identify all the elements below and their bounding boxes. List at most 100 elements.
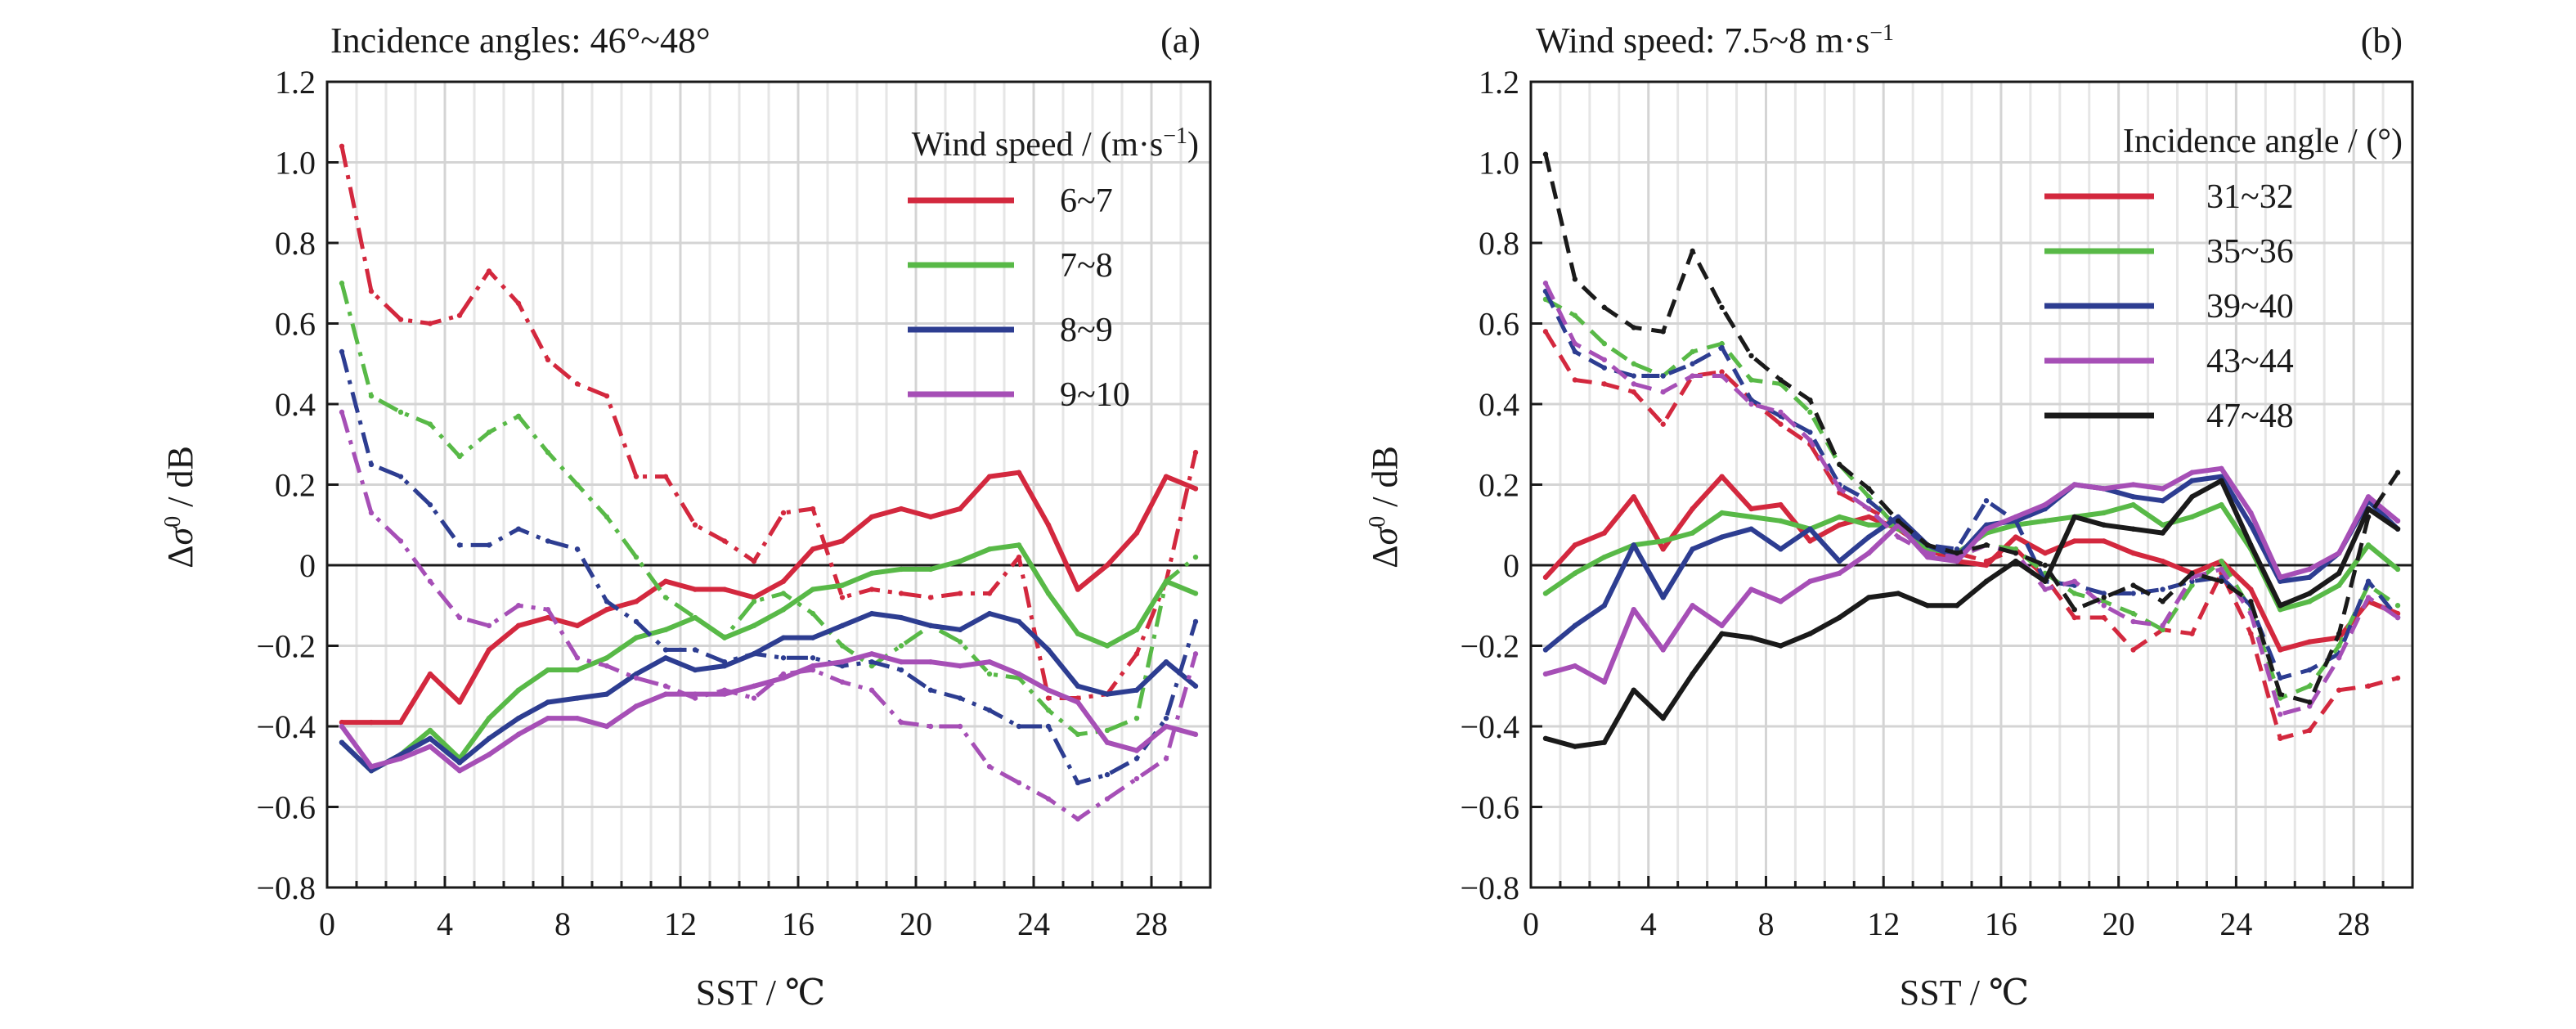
data-point (1807, 631, 1813, 636)
data-point (839, 659, 846, 665)
data-point (1837, 570, 1842, 577)
data-point (1690, 546, 1695, 552)
data-point (1104, 643, 1111, 649)
data-point (1924, 603, 1931, 609)
data-point (1954, 550, 1960, 556)
data-point (1866, 534, 1872, 540)
data-point (339, 719, 345, 726)
data-point (1631, 606, 1636, 613)
data-point (751, 651, 757, 657)
data-point (1807, 578, 1813, 584)
data-point (2278, 647, 2283, 653)
data-point (986, 659, 993, 665)
data-point (868, 610, 875, 617)
data-point (2071, 614, 2077, 621)
data-point (2336, 582, 2342, 588)
data-point (957, 663, 963, 669)
data-point (1631, 325, 1636, 330)
data-point (1837, 522, 1842, 528)
data-point (810, 667, 816, 673)
data-point (427, 578, 433, 584)
data-point (633, 675, 640, 681)
data-point (604, 691, 610, 697)
data-point (1016, 780, 1022, 786)
data-point (1133, 756, 1140, 762)
data-point (2042, 562, 2049, 568)
data-point (780, 671, 787, 677)
data-point (839, 643, 846, 649)
data-point (662, 474, 669, 479)
data-point (2248, 586, 2254, 592)
data-point (2160, 522, 2165, 528)
data-point (2278, 695, 2283, 701)
data-point (780, 591, 787, 596)
data-point (456, 699, 463, 705)
data-point (2394, 470, 2401, 475)
data-point (1542, 574, 1549, 580)
data-point (2365, 506, 2372, 512)
data-point (780, 635, 787, 640)
data-point (515, 603, 522, 609)
data-point (1601, 679, 1608, 685)
data-point (1016, 470, 1022, 475)
data-point (839, 679, 846, 685)
data-point (515, 413, 522, 419)
data-point (1983, 558, 1990, 564)
x-axis-label-b: SST / ℃ (1900, 973, 2029, 1013)
data-point (1192, 683, 1199, 689)
data-point (1163, 578, 1169, 584)
data-point (1045, 687, 1052, 693)
data-point (1778, 421, 1784, 427)
data-point (397, 538, 404, 544)
y-tick-label: 0.2 (1479, 467, 1519, 504)
data-point (1807, 409, 1813, 416)
data-point (574, 667, 581, 673)
series-line-47~48-solid (1545, 478, 2399, 749)
data-point (456, 542, 463, 548)
data-point (1016, 542, 1022, 548)
data-point (2130, 647, 2136, 653)
data-point (2365, 514, 2372, 520)
data-point (1748, 635, 1754, 640)
data-point (1690, 530, 1695, 536)
series-line-8~9-dashdot (339, 351, 1198, 785)
series-line-9~10-solid (339, 651, 1196, 774)
data-point (633, 635, 640, 640)
data-point (1542, 591, 1549, 596)
data-point (633, 618, 640, 625)
data-point (1104, 739, 1111, 745)
data-point (1075, 683, 1081, 689)
legend-label: 6~7 (1060, 182, 1113, 220)
data-point (2160, 530, 2165, 536)
data-point (1778, 501, 1784, 508)
x-tick-label: 28 (2337, 905, 2370, 942)
series-line-43~44-solid (1545, 465, 2399, 685)
data-point (1045, 522, 1052, 528)
data-point (2160, 558, 2165, 564)
data-point (2160, 586, 2165, 592)
data-point (898, 659, 904, 665)
y-tick-label: −0.6 (256, 789, 316, 826)
data-point (515, 526, 522, 532)
data-point (986, 591, 993, 596)
data-point (1631, 494, 1636, 500)
data-point (1601, 603, 1608, 609)
data-point (2042, 501, 2049, 508)
data-point (1954, 603, 1960, 609)
x-tick-label: 16 (1985, 905, 2017, 942)
grid-a (327, 82, 1210, 887)
data-point (1075, 631, 1081, 636)
data-point (2336, 643, 2342, 649)
legend-label: 35~36 (2206, 233, 2294, 271)
data-point (721, 663, 728, 669)
data-point (2394, 566, 2401, 573)
data-point (1163, 474, 1169, 479)
data-point (368, 719, 375, 726)
data-point (2130, 482, 2136, 488)
data-point (1016, 618, 1022, 625)
data-point (456, 312, 463, 318)
data-point (1895, 518, 1901, 524)
data-point (368, 461, 375, 468)
data-point (1719, 622, 1725, 629)
data-point (1983, 562, 1990, 568)
